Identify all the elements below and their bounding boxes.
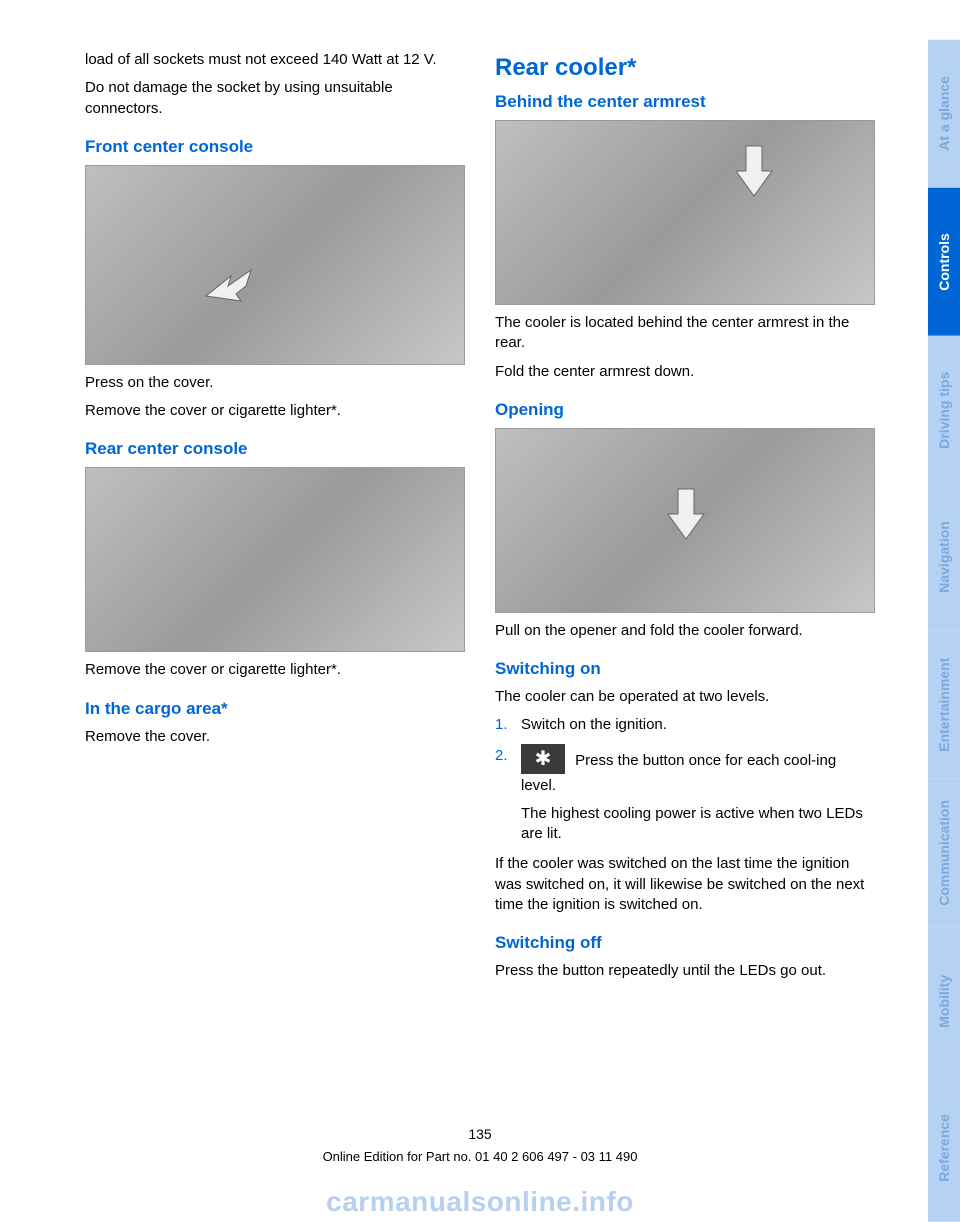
rear-console-p1: Remove the cover or cigarette lighter*. (85, 660, 465, 680)
watermark-text: carmanualsonline.info (326, 1186, 634, 1218)
step-text: Switch on the ignition. (521, 715, 875, 735)
down-arrow-icon (724, 141, 784, 201)
step-number: 2. (495, 746, 521, 766)
left-column: load of all sockets must not exceed 140 … (85, 50, 465, 989)
snowflake-button-icon: ✱ (521, 744, 565, 774)
behind-armrest-p1: The cooler is located behind the center … (495, 313, 875, 354)
right-column: Rear cooler* Behind the center armrest T… (495, 50, 875, 989)
page-number: 135 (85, 1126, 875, 1142)
front-console-p2: Remove the cover or cigarette lighter*. (85, 401, 465, 421)
page-content: load of all sockets must not exceed 140 … (85, 50, 875, 1172)
step-text: Press the button once for each cool‐ing … (521, 751, 836, 793)
front-console-image (85, 165, 465, 365)
behind-armrest-image (495, 120, 875, 305)
switching-off-p1: Press the button repeatedly until the LE… (495, 961, 875, 981)
tab-at-a-glance[interactable]: At a glance (928, 40, 960, 188)
switching-on-intro: The cooler can be operated at two levels… (495, 687, 875, 707)
rear-cooler-title: Rear cooler* (495, 54, 875, 82)
tab-controls[interactable]: Controls (928, 188, 960, 336)
front-console-heading: Front center console (85, 137, 465, 157)
step-number: 1. (495, 715, 521, 735)
opening-heading: Opening (495, 400, 875, 420)
switching-off-heading: Switching off (495, 933, 875, 953)
switching-on-heading: Switching on (495, 659, 875, 679)
cargo-area-heading: In the cargo area* (85, 699, 465, 719)
arrow-icon (196, 256, 256, 316)
tab-mobility[interactable]: Mobility (928, 927, 960, 1075)
tab-communication[interactable]: Communication (928, 779, 960, 927)
opening-p1: Pull on the opener and fold the cooler f… (495, 621, 875, 641)
step-1: 1. Switch on the ignition. (495, 715, 875, 735)
rear-console-image (85, 467, 465, 652)
edition-footer: Online Edition for Part no. 01 40 2 606 … (85, 1149, 875, 1164)
intro-paragraph-2: Do not damage the socket by using unsuit… (85, 78, 465, 119)
section-tabs: At a glance Controls Driving tips Naviga… (928, 40, 960, 1222)
tab-driving-tips[interactable]: Driving tips (928, 336, 960, 484)
step-body: ✱ Press the button once for each cool‐in… (521, 746, 875, 845)
snowflake-icon: ✱ (535, 749, 552, 769)
switching-on-outro: If the cooler was switched on the last t… (495, 854, 875, 915)
down-arrow-icon (656, 484, 716, 544)
step-subtext: The highest cooling power is active when… (521, 804, 875, 845)
rear-console-heading: Rear center console (85, 439, 465, 459)
intro-paragraph-1: load of all sockets must not exceed 140 … (85, 50, 465, 70)
step-2: 2. ✱ Press the button once for each cool… (495, 746, 875, 845)
cargo-area-p1: Remove the cover. (85, 727, 465, 747)
tab-navigation[interactable]: Navigation (928, 483, 960, 631)
opening-image (495, 428, 875, 613)
behind-armrest-heading: Behind the center armrest (495, 92, 875, 112)
front-console-p1: Press on the cover. (85, 373, 465, 393)
tab-reference[interactable]: Reference (928, 1074, 960, 1222)
two-column-layout: load of all sockets must not exceed 140 … (85, 50, 875, 989)
tab-entertainment[interactable]: Entertainment (928, 631, 960, 779)
switching-on-steps: 1. Switch on the ignition. 2. ✱ Press th… (495, 715, 875, 844)
behind-armrest-p2: Fold the center armrest down. (495, 362, 875, 382)
